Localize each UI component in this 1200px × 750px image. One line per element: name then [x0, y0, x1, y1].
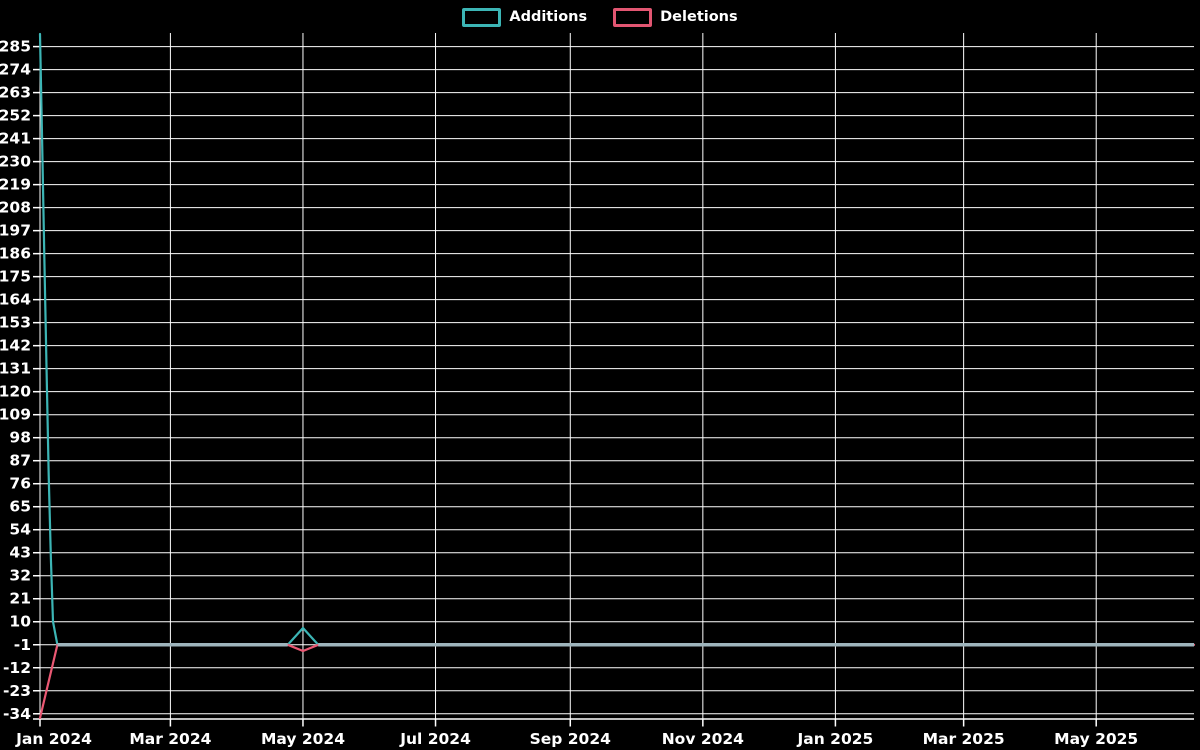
- legend-item-additions[interactable]: Additions: [462, 7, 587, 27]
- y-tick-label: 98: [9, 429, 31, 447]
- y-tick-label: -23: [3, 682, 31, 700]
- x-tick-label: Jan 2024: [15, 730, 92, 748]
- x-tick-label: Jan 2025: [797, 730, 874, 748]
- y-tick-label: -34: [3, 705, 31, 723]
- y-tick-label: 208: [0, 199, 31, 217]
- x-tick-label: Mar 2024: [129, 730, 211, 748]
- legend-swatch-deletions: [613, 7, 653, 27]
- y-tick-label: 252: [0, 107, 31, 125]
- y-tick-label: 54: [9, 521, 31, 539]
- y-tick-label: 109: [0, 406, 31, 424]
- y-axis: -34 -23 -12 -1 10 21 32 43 54 65 76 87 98 109 120 131 14…: [0, 38, 40, 723]
- y-tick-label: 10: [9, 613, 31, 631]
- series-line-deletions: [38, 643, 1196, 720]
- grid-lines: [39, 33, 1194, 719]
- legend: Additions Deletions: [0, 7, 1200, 27]
- legend-swatch-additions: [462, 7, 502, 27]
- y-tick-label: 76: [9, 475, 31, 493]
- y-tick-label: 230: [0, 153, 31, 171]
- y-tick-label: 120: [0, 383, 31, 401]
- y-tick-label: 175: [0, 268, 31, 286]
- y-tick-label: -1: [14, 636, 31, 654]
- y-tick-label: 153: [0, 314, 31, 332]
- x-tick-label: Mar 2025: [923, 730, 1005, 748]
- y-tick-label: 186: [0, 245, 31, 263]
- y-tick-label: 65: [9, 498, 31, 516]
- y-tick-label: 285: [0, 38, 31, 56]
- y-tick-label: 263: [0, 84, 31, 102]
- y-tick-label: 164: [0, 291, 31, 309]
- y-tick-label: 32: [9, 567, 31, 585]
- y-tick-label: 43: [9, 544, 31, 562]
- legend-item-deletions[interactable]: Deletions: [613, 7, 738, 27]
- y-tick-label: 219: [0, 176, 31, 194]
- x-tick-label: Sep 2024: [530, 730, 612, 748]
- y-tick-label: 131: [0, 360, 31, 378]
- legend-label-additions: Additions: [509, 9, 588, 25]
- y-tick-label: 241: [0, 130, 31, 148]
- series-line-additions: [38, 32, 1196, 646]
- y-tick-label: 21: [9, 590, 31, 608]
- y-tick-label: 87: [9, 452, 31, 470]
- y-tick-label: 142: [0, 337, 31, 355]
- x-tick-label: May 2025: [1054, 730, 1138, 748]
- x-tick-label: Jul 2024: [399, 730, 471, 748]
- y-tick-label: 274: [0, 61, 31, 79]
- x-axis: Jan 2024 Mar 2024 May 2024 Jul 2024 Sep 2024…: [15, 719, 1138, 748]
- x-tick-label: May 2024: [261, 730, 345, 748]
- y-tick-label: -12: [3, 659, 31, 677]
- y-tick-label: 197: [0, 222, 31, 240]
- x-tick-label: Nov 2024: [662, 730, 744, 748]
- legend-label-deletions: Deletions: [660, 9, 738, 25]
